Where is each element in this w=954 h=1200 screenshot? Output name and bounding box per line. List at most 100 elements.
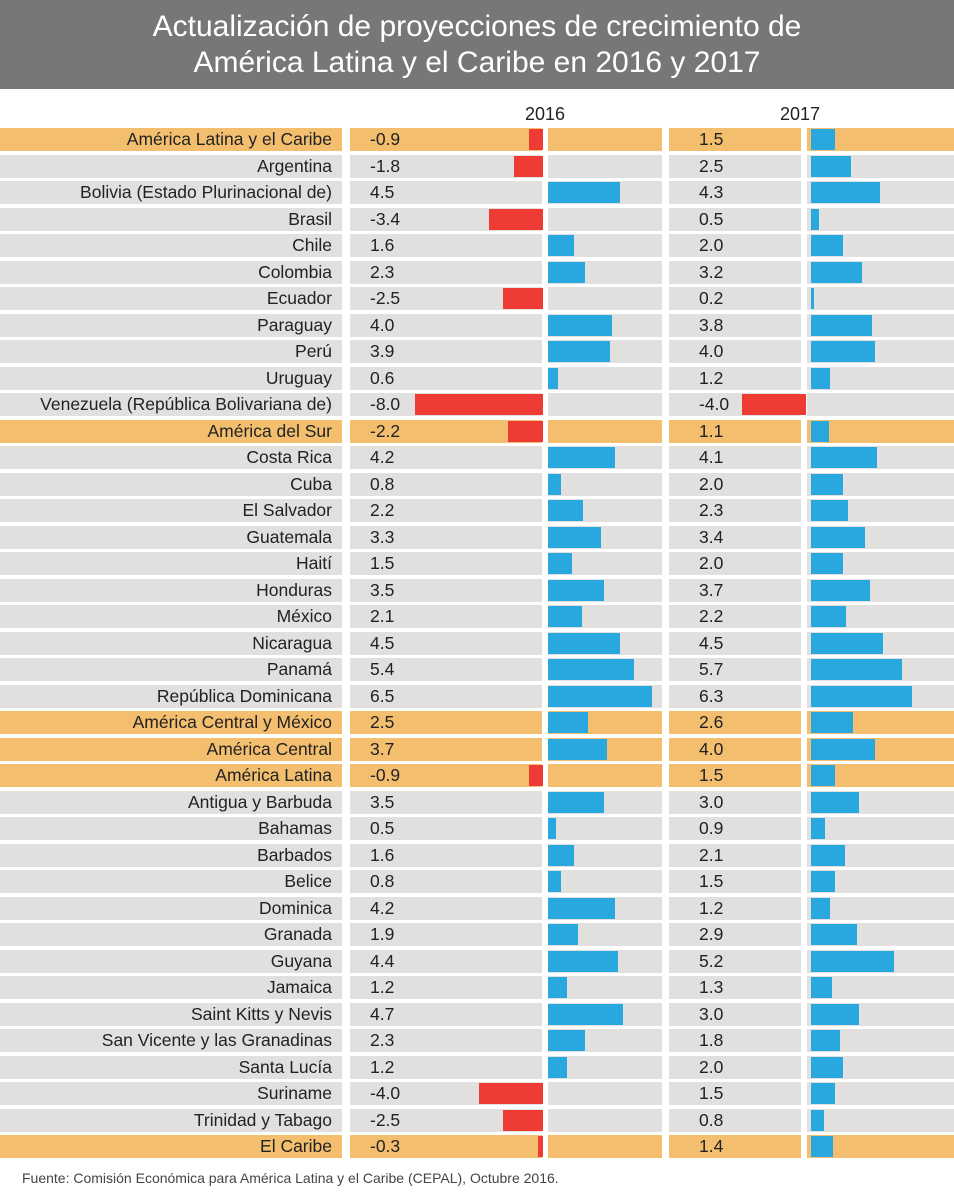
bar-2017 — [811, 765, 835, 786]
chart-title-line-1: Actualización de proyecciones de crecimi… — [152, 9, 802, 43]
cell-bg-p17 — [807, 1029, 954, 1052]
value-2017: 2.0 — [699, 1056, 724, 1077]
cell-bg-p17 — [807, 1082, 954, 1105]
bar-2017 — [811, 420, 829, 442]
bar-2017 — [811, 1083, 835, 1104]
cell-bg-v16 — [350, 366, 542, 390]
cell-bg-v17 — [669, 1135, 801, 1158]
column-header-2017: 2017 — [779, 104, 821, 124]
cell-bg-v17 — [669, 287, 801, 310]
value-2017: 4.0 — [699, 738, 724, 759]
value-2017: 0.8 — [699, 1109, 724, 1130]
cell-bg-label — [0, 578, 342, 602]
bar-2017 — [742, 394, 806, 415]
value-2016: 0.8 — [370, 871, 395, 891]
aggregate-row: América Latina y el Caribe -0.9 1.5 — [0, 128, 954, 151]
cell-bg-label — [0, 1002, 342, 1026]
value-2016: -3.4 — [370, 208, 401, 229]
row-label: Guyana — [270, 950, 332, 971]
cell-bg-label — [0, 234, 342, 257]
value-2016: 1.6 — [370, 235, 395, 255]
cell-bg-v17 — [669, 923, 801, 946]
value-2017: 4.3 — [699, 182, 724, 202]
cell-bg-v17 — [669, 181, 801, 204]
cell-bg-p17 — [807, 896, 954, 920]
value-2017: 0.5 — [699, 208, 724, 229]
row-label: Paraguay — [257, 314, 332, 335]
cell-bg-p17 — [807, 287, 954, 310]
value-2016: 2.1 — [370, 606, 395, 626]
value-2016: -8.0 — [370, 394, 401, 414]
value-2017: 3.8 — [699, 314, 724, 335]
cell-bg-p16 — [548, 1135, 662, 1158]
country-row: Costa Rica 4.2 4.1 — [0, 446, 954, 469]
cell-bg-v16 — [350, 578, 542, 602]
value-2017: 4.5 — [699, 632, 724, 653]
cell-bg-p17 — [807, 817, 954, 840]
cell-bg-p17 — [807, 128, 954, 151]
row-label: Brasil — [288, 208, 332, 229]
value-2016: 1.2 — [370, 977, 395, 997]
cell-bg-v17 — [669, 234, 801, 257]
cell-bg-label — [0, 1108, 342, 1132]
cell-bg-p17 — [807, 552, 954, 575]
cell-bg-v16 — [350, 1108, 542, 1132]
country-row: México 2.1 2.2 — [0, 605, 954, 628]
cell-bg-v16 — [350, 128, 542, 151]
cell-bg-p16 — [548, 764, 662, 787]
value-2016: 1.9 — [370, 924, 395, 944]
bar-2016 — [503, 1109, 543, 1131]
row-label: México — [276, 606, 332, 626]
country-row: Santa Lucía 1.2 2.0 — [0, 1055, 954, 1079]
bar-2016 — [548, 818, 556, 839]
bar-2016 — [548, 977, 568, 998]
value-2016: 3.7 — [370, 738, 395, 759]
value-2016: 0.8 — [370, 473, 395, 494]
cell-bg-p17 — [807, 207, 954, 231]
cell-bg-v17 — [669, 658, 801, 681]
cell-bg-label — [0, 181, 342, 204]
bar-2017 — [811, 155, 851, 177]
country-row: Bahamas 0.5 0.9 — [0, 817, 954, 840]
bar-2016 — [548, 924, 579, 945]
value-2017: 2.2 — [699, 606, 724, 626]
cell-bg-p16 — [548, 366, 662, 390]
chart-title: Actualización de proyecciones de crecimi… — [0, 0, 954, 89]
cell-bg-label — [0, 207, 342, 231]
country-row: Nicaragua 4.5 4.5 — [0, 631, 954, 655]
country-row: Bolivia (Estado Plurinacional de) 4.5 4.3 — [0, 181, 954, 204]
row-label: Trinidad y Tabago — [193, 1109, 332, 1130]
bar-2017 — [811, 235, 843, 256]
value-2017: 3.0 — [699, 1003, 724, 1024]
cell-bg-v17 — [669, 976, 801, 999]
cell-bg-v16 — [350, 446, 542, 469]
cell-bg-p17 — [807, 1135, 954, 1158]
row-label: Chile — [292, 235, 332, 255]
country-row: Suriname -4.0 1.5 — [0, 1082, 954, 1105]
row-label: Perú — [295, 341, 332, 361]
value-2016: 3.9 — [370, 341, 395, 361]
country-row: Guyana 4.4 5.2 — [0, 949, 954, 973]
cell-bg-label — [0, 1082, 342, 1105]
cell-bg-v16 — [350, 340, 542, 363]
aggregate-row: América Central 3.7 4.0 — [0, 737, 954, 761]
cell-bg-p17 — [807, 764, 954, 787]
value-2017: 5.7 — [699, 659, 724, 679]
row-label: América Latina y el Caribe — [126, 129, 332, 149]
bar-2016 — [548, 341, 611, 362]
value-2016: -4.0 — [370, 1083, 401, 1103]
cell-bg-label — [0, 1055, 342, 1079]
cell-bg-v16 — [350, 525, 542, 549]
cell-bg-v16 — [350, 1135, 542, 1158]
bar-2017 — [811, 553, 843, 574]
cell-bg-label — [0, 1029, 342, 1052]
value-2017: 4.0 — [699, 341, 724, 361]
cell-bg-v17 — [669, 552, 801, 575]
value-2017: 1.8 — [699, 1030, 724, 1050]
value-2017: 6.3 — [699, 685, 724, 706]
row-label: Cuba — [290, 473, 332, 494]
cell-bg-v16 — [350, 631, 542, 655]
country-row: Ecuador -2.5 0.2 — [0, 287, 954, 310]
bar-2017 — [811, 129, 835, 150]
bar-2016 — [507, 420, 543, 442]
